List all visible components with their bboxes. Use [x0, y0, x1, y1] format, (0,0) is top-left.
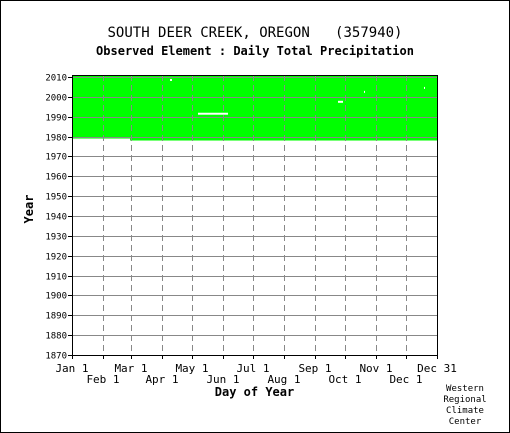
credit-block: Western Regional Climate Center — [435, 384, 495, 428]
y-tick-label: 2010 — [45, 74, 67, 84]
gap-mark-2 — [338, 100, 343, 103]
y-tick-label: 1920 — [45, 253, 67, 263]
coverage-block-1 — [130, 75, 437, 141]
x-tick-label-lower: Oct 1 — [328, 373, 361, 386]
y-tick-label: 1940 — [45, 213, 67, 223]
y-tick-label: 1970 — [45, 153, 67, 163]
label-layer: 1870 1880 1890 1900 1910 1920 1930 1940 1950 1960… — [22, 74, 457, 400]
x-tick-label-upper: Nov 1 — [359, 362, 392, 375]
chart-subtitle: Observed Element : Daily Total Precipita… — [96, 44, 414, 58]
y-tick-label: 1870 — [45, 352, 67, 362]
plot-frame — [72, 75, 438, 356]
y-tick-label: 1990 — [45, 114, 67, 124]
x-tick-label-lower: Feb 1 — [86, 373, 119, 386]
credit-line-4: Center — [448, 417, 482, 427]
x-tick-label-upper: Dec 31 — [417, 362, 457, 375]
coverage-layer — [72, 75, 437, 141]
y-tick-label: 1960 — [45, 173, 67, 183]
coverage-block-0 — [72, 75, 130, 139]
grid-layer — [72, 75, 437, 356]
x-tick-label-upper: Jan 1 — [55, 362, 88, 375]
y-tick-label: 1900 — [45, 292, 67, 302]
gap-mark-4 — [424, 86, 425, 89]
gap-mark-3 — [364, 90, 365, 93]
axes-layer — [68, 75, 438, 359]
credit-line-2: Regional — [443, 395, 487, 405]
x-tick-label-upper: May 1 — [175, 362, 208, 375]
y-tick-label: 1910 — [45, 273, 67, 283]
credit-line-3: Climate — [446, 406, 484, 416]
credit-line-1: Western — [446, 384, 484, 394]
y-tick-label: 1930 — [45, 233, 67, 243]
x-tick-label-lower: Jun 1 — [206, 373, 239, 386]
y-tick-label: 1880 — [45, 332, 67, 342]
x-tick-label-upper: Jul 1 — [236, 362, 269, 375]
x-tick-label-upper: Mar 1 — [114, 362, 147, 375]
x-tick-label-lower: Dec 1 — [389, 373, 422, 386]
x-tick-label-lower: Apr 1 — [145, 373, 178, 386]
y-axis-label: Year — [22, 195, 36, 224]
gap-layer — [170, 78, 425, 115]
y-tick-label: 1890 — [45, 312, 67, 322]
gap-mark-0 — [170, 78, 172, 81]
y-tick-label: 1980 — [45, 134, 67, 144]
x-tick-label-lower: Aug 1 — [267, 373, 300, 386]
x-tick-label-upper: Sep 1 — [298, 362, 331, 375]
y-tick-label: 2000 — [45, 94, 67, 104]
gap-mark-1 — [198, 112, 228, 115]
chart-title: SOUTH DEER CREEK, OREGON (357940) — [107, 25, 403, 41]
y-tick-label: 1950 — [45, 193, 67, 203]
x-axis-label: Day of Year — [215, 385, 294, 399]
